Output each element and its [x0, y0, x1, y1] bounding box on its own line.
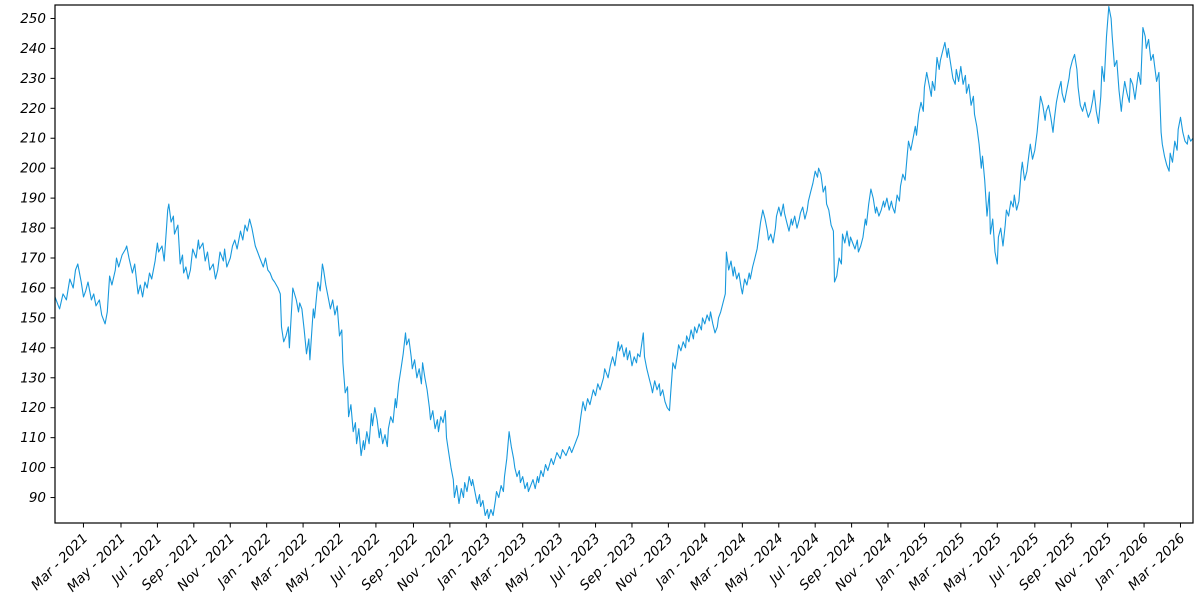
y-tick-label: 160: [20, 280, 46, 296]
y-tick-label: 200: [20, 161, 46, 177]
line-series: [54, 5, 1194, 520]
plot-border: [54, 4, 1194, 524]
y-tick-label: 230: [20, 71, 46, 87]
y-tick-label: 220: [20, 101, 46, 117]
y-tick-label: 140: [20, 340, 46, 356]
y-tick-label: 150: [20, 310, 46, 326]
y-tick-label: 170: [20, 251, 46, 267]
y-tick-label: 250: [20, 11, 46, 27]
y-tick-label: 130: [20, 370, 46, 386]
y-tick-label: 110: [20, 430, 46, 446]
y-tick-label: 240: [20, 41, 46, 57]
y-axis: 90 100 110 120 130 140 150 160 170 180 190 200 210 22…: [20, 11, 55, 506]
y-tick-label: 120: [20, 400, 46, 416]
y-tick-label: 90: [29, 490, 46, 506]
y-tick-label: 180: [20, 221, 46, 237]
y-tick-label: 210: [20, 131, 46, 147]
y-tick-label: 190: [20, 191, 46, 207]
y-tick-label: 100: [20, 460, 46, 476]
